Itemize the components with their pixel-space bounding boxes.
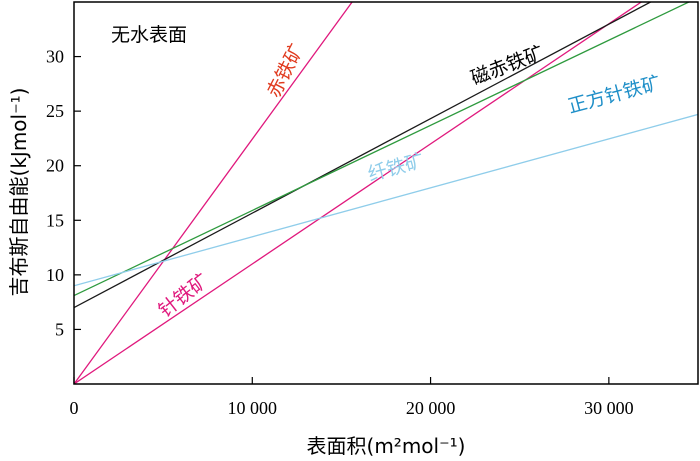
- y-tick-label: 20: [46, 156, 64, 176]
- series-layer: [74, 2, 698, 384]
- x-tick-label: 0: [70, 398, 79, 418]
- panel-label: 无水表面: [111, 24, 187, 46]
- x-tick-label: 10 000: [228, 398, 278, 418]
- annotation-maghemite: 磁赤铁矿: [468, 42, 547, 90]
- annotation-lepidocrocite: 纤铁矿: [366, 150, 427, 186]
- x-axis-title: 表面积(m²mol⁻¹): [307, 434, 466, 458]
- y-tick-label: 10: [46, 265, 64, 285]
- series-line-4: [74, 113, 698, 287]
- y-tick-label: 30: [46, 47, 64, 67]
- series-line-1: [74, 2, 643, 384]
- series-line-2: [74, 2, 653, 309]
- y-tick-label: 15: [46, 210, 64, 230]
- y-tick-label: 5: [55, 319, 64, 339]
- x-tick-label: 30 000: [584, 398, 634, 418]
- x-tick-label: 20 000: [406, 398, 456, 418]
- tick-layer: 0 10 000 20 000 30 000 5 10 15 20 25 30: [46, 47, 634, 418]
- plot-frame: [73, 1, 699, 385]
- y-tick-label: 25: [46, 101, 64, 121]
- y-axis-title: 吉布斯自由能(kJmol⁻¹): [7, 88, 31, 297]
- series-line-0: [74, 2, 353, 384]
- annotation-akaganeite: 正方针铁矿: [566, 72, 663, 118]
- series-line-3: [74, 2, 691, 297]
